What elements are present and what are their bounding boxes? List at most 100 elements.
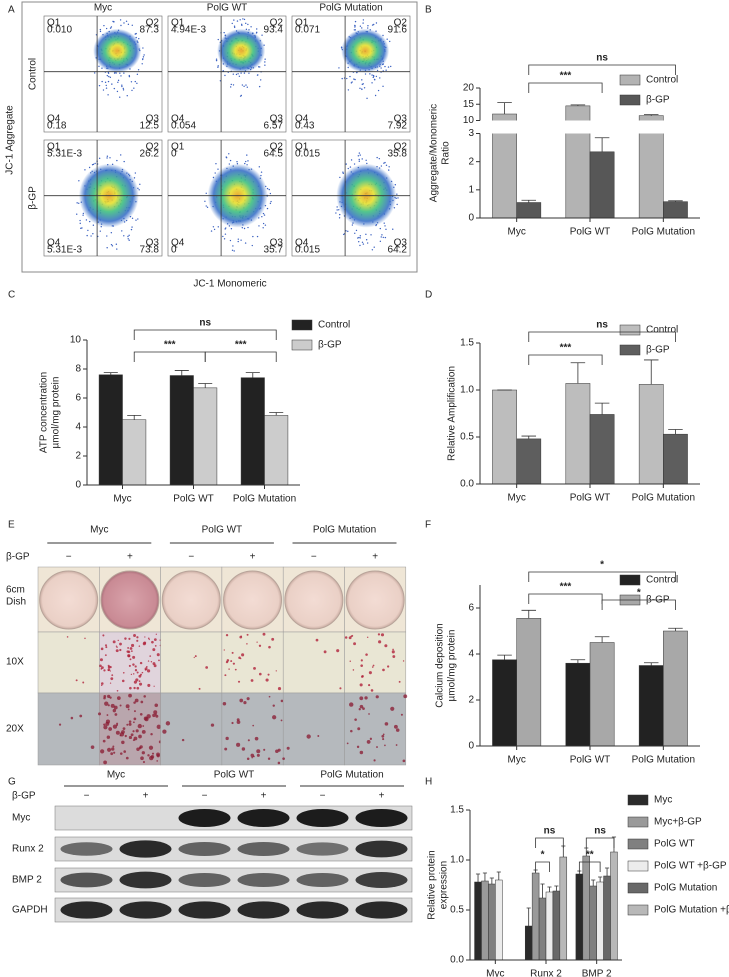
stain-speck bbox=[100, 682, 104, 685]
cell-dot bbox=[229, 239, 232, 242]
stain-speck bbox=[368, 683, 371, 687]
quadrant-name: Q4 bbox=[295, 238, 309, 249]
stain-speck bbox=[243, 700, 247, 705]
cell-dot bbox=[110, 243, 113, 246]
stain-speck bbox=[225, 736, 229, 741]
cell-dot bbox=[379, 227, 381, 230]
row-label: 10X bbox=[6, 657, 24, 668]
stain-speck bbox=[117, 639, 119, 642]
cell-dot bbox=[358, 241, 360, 243]
error-bar bbox=[643, 662, 659, 666]
cell-dot bbox=[232, 73, 235, 75]
cell-dot bbox=[376, 156, 378, 159]
cell-dot bbox=[105, 87, 108, 89]
cell-dot bbox=[137, 69, 140, 71]
cell-dot bbox=[359, 154, 361, 156]
cell-dot bbox=[250, 26, 252, 28]
cell-dot bbox=[223, 238, 226, 240]
cell-dot bbox=[87, 229, 89, 232]
cell-dot bbox=[362, 19, 365, 21]
cell-dot bbox=[354, 232, 356, 234]
stain-speck bbox=[223, 649, 225, 651]
quadrant-name: Q2 bbox=[146, 18, 160, 29]
stain-speck bbox=[136, 671, 139, 674]
cell-dot bbox=[98, 65, 100, 68]
stain-speck bbox=[366, 636, 369, 638]
blot-band bbox=[178, 842, 231, 856]
stain-speck bbox=[103, 723, 106, 726]
significance-label: *** bbox=[560, 343, 572, 354]
cell-dot bbox=[136, 82, 138, 85]
significance-label: * bbox=[541, 850, 545, 861]
stain-speck bbox=[391, 650, 395, 654]
treatment-mark: + bbox=[379, 791, 385, 802]
stain-speck bbox=[140, 700, 144, 704]
quadrant-value: 5.31E-3 bbox=[47, 245, 82, 256]
cell-dot bbox=[383, 222, 385, 224]
stain-speck bbox=[268, 695, 271, 698]
blot-band bbox=[355, 872, 408, 888]
quadrant-name: Q1 bbox=[295, 18, 309, 29]
cell-dot bbox=[258, 66, 261, 68]
blot-band bbox=[237, 873, 290, 887]
quadrant-value: 0.43 bbox=[295, 121, 315, 132]
stain-speck bbox=[110, 677, 114, 681]
cell-dot bbox=[367, 27, 369, 29]
stain-speck bbox=[113, 751, 116, 754]
stain-speck bbox=[147, 637, 150, 640]
cell-dot bbox=[336, 206, 338, 208]
significance-label: *** bbox=[560, 582, 572, 593]
y-tick-label: 1.5 bbox=[450, 805, 464, 816]
significance-label: * bbox=[637, 588, 641, 599]
cell-dot bbox=[99, 30, 102, 33]
bar bbox=[488, 883, 496, 961]
stain-speck bbox=[358, 708, 361, 711]
error-bar bbox=[489, 877, 494, 884]
error-bar bbox=[591, 879, 596, 886]
error-bar bbox=[521, 609, 537, 619]
x-tick-label: PolG WT bbox=[570, 227, 611, 238]
cell-dot bbox=[371, 82, 373, 84]
y-tick-label: 6 bbox=[468, 603, 474, 614]
y-tick-label: 3 bbox=[468, 128, 474, 139]
stain-speck bbox=[317, 735, 320, 737]
cell-dot bbox=[111, 245, 114, 247]
stain-speck bbox=[378, 640, 382, 644]
row-label: Myc bbox=[12, 813, 30, 824]
cell-dot bbox=[239, 19, 241, 21]
legend-swatch bbox=[619, 574, 641, 586]
stain-speck bbox=[210, 723, 215, 727]
stain-speck bbox=[149, 655, 152, 657]
bar bbox=[589, 885, 597, 961]
cell-dot bbox=[131, 89, 133, 92]
stain-speck bbox=[267, 757, 271, 760]
stain-speck bbox=[395, 744, 398, 746]
cell-dot bbox=[252, 235, 254, 238]
legend-swatch bbox=[619, 74, 641, 86]
stain-speck bbox=[277, 748, 281, 752]
stain-speck bbox=[136, 636, 139, 639]
stain-speck bbox=[370, 689, 374, 692]
stain-speck bbox=[350, 729, 353, 733]
cell-dot bbox=[121, 84, 123, 86]
error-bar bbox=[668, 627, 683, 631]
stain-speck bbox=[247, 739, 250, 742]
bar bbox=[589, 414, 615, 485]
blot-band bbox=[237, 901, 290, 919]
column-label: PolG Mutation bbox=[319, 3, 382, 14]
error-bar bbox=[198, 383, 213, 388]
error-bar bbox=[547, 886, 552, 892]
bar bbox=[531, 872, 540, 961]
stain-speck bbox=[265, 678, 269, 682]
treatment-mark: + bbox=[143, 791, 149, 802]
stain-speck bbox=[153, 638, 157, 642]
blot-strip bbox=[54, 805, 413, 831]
micrograph-10x bbox=[99, 631, 161, 694]
cell-dot bbox=[79, 219, 81, 222]
stain-speck bbox=[132, 663, 135, 666]
significance-bracket bbox=[528, 571, 676, 582]
cell-dot bbox=[86, 234, 88, 237]
y-tick-label: 10 bbox=[463, 115, 475, 126]
cell-dot bbox=[381, 234, 383, 236]
bar bbox=[545, 891, 554, 961]
